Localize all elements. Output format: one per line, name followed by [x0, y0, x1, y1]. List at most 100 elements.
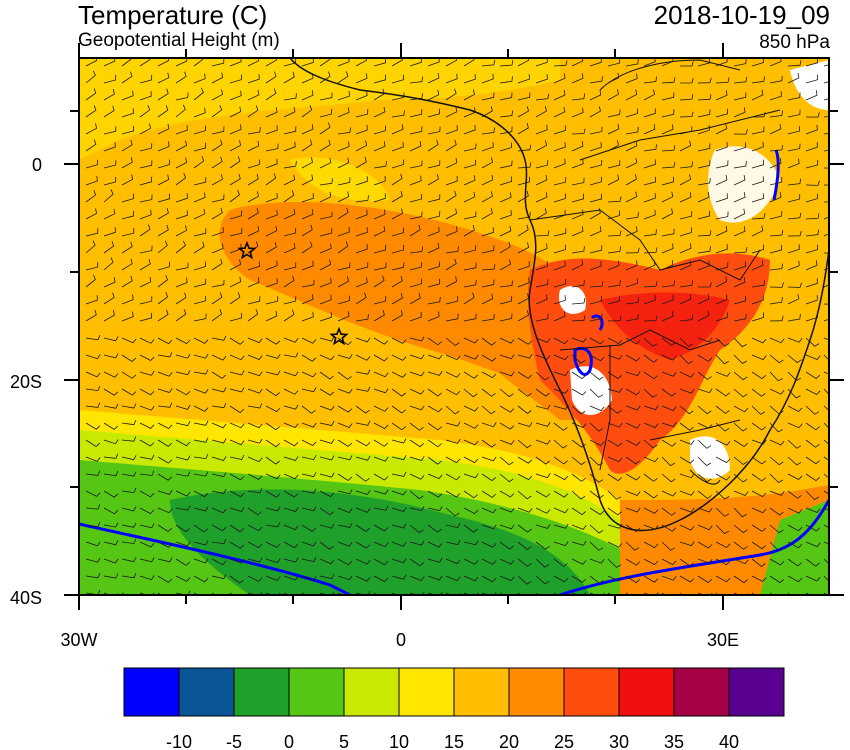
wind-barb [301, 157, 313, 169]
wind-barb [751, 295, 764, 305]
wind-barb [769, 282, 784, 288]
wind-barb [643, 108, 656, 118]
wind-barb [337, 489, 353, 495]
wind-barb [337, 207, 349, 220]
wind-barb [571, 280, 585, 288]
wind-barb [661, 405, 677, 411]
wind-barb [679, 280, 693, 288]
colorbar-label: 15 [444, 732, 464, 750]
wind-barb [211, 309, 223, 322]
wind-barb [211, 524, 227, 532]
wind-barb [463, 490, 478, 499]
wind-barb [499, 225, 512, 237]
wind-barb [139, 91, 152, 101]
wind-barb [535, 261, 548, 271]
wind-barb [787, 388, 801, 399]
wind-barb [697, 439, 712, 449]
colorbar-swatch [508, 667, 565, 717]
wind-barb [445, 276, 458, 288]
wind-barb [283, 524, 299, 531]
wind-barb [697, 558, 713, 564]
wind-barb [607, 246, 621, 254]
wind-barb [751, 541, 767, 550]
wind-barb [103, 89, 115, 101]
wind-barb [409, 93, 423, 101]
wind-barb [265, 173, 277, 186]
wind-barb [463, 558, 479, 565]
wind-barb [319, 472, 335, 478]
wind-barb [517, 439, 532, 449]
wind-barb [625, 174, 637, 186]
wind-barb [211, 156, 223, 169]
wind-barb [607, 109, 621, 118]
wind-barb [229, 490, 245, 498]
wind-barb [607, 72, 620, 84]
wind-barb [157, 557, 173, 563]
wind-barb [751, 473, 766, 482]
wind-barb [247, 208, 259, 220]
wind-barb [553, 439, 568, 449]
wind-barb [391, 208, 404, 220]
wind-barb [157, 58, 170, 67]
wind-barb [481, 59, 496, 67]
wind-barb [121, 90, 134, 101]
wind-barb [661, 109, 675, 118]
wind-barb [139, 470, 155, 476]
wind-barb [247, 277, 260, 288]
wind-barb [589, 388, 604, 398]
wind-barb [553, 523, 569, 529]
wind-barb [535, 294, 548, 305]
wind-barb [445, 388, 461, 396]
wind-barb [85, 385, 101, 392]
wind-barb [265, 405, 281, 413]
wind-barb [301, 472, 317, 478]
wind-barb [823, 473, 829, 479]
wind-barb [319, 354, 335, 361]
wind-barb [751, 337, 767, 344]
colorbar-label: -10 [166, 732, 192, 750]
station-markers [237, 240, 349, 346]
wind-barb [805, 490, 819, 500]
wind-barb [445, 523, 461, 529]
wind-barb [175, 58, 188, 67]
wind-barb [643, 473, 658, 482]
wind-barb [121, 506, 137, 512]
wind-barb [499, 354, 515, 360]
star-marker-2 [329, 326, 349, 346]
wind-barb [463, 422, 479, 429]
wind-barb [463, 388, 478, 398]
wind-barb [517, 58, 530, 67]
wind-barb [85, 175, 98, 186]
wind-barb [643, 371, 658, 380]
wind-barb [625, 157, 638, 169]
wind-barb [625, 191, 638, 203]
wind-barb [787, 371, 801, 381]
colorbar-label: 10 [389, 732, 409, 750]
wind-barb [193, 490, 209, 498]
wind-barb [607, 387, 623, 393]
wind-barb [733, 208, 746, 220]
wind-barb [805, 558, 820, 567]
wind-barb [121, 403, 137, 409]
wind-barb [625, 541, 640, 551]
wind-barb [751, 575, 767, 582]
wind-barb [463, 313, 477, 322]
wind-barb [571, 507, 587, 516]
wind-barb [265, 88, 277, 101]
wind-barb [211, 279, 225, 288]
wind-barb [517, 261, 530, 271]
wind-barb [589, 193, 602, 203]
wind-barb [571, 558, 587, 565]
wind-barb [427, 73, 440, 84]
wind-barb [643, 388, 658, 398]
wind-barb [103, 160, 117, 169]
wind-barb [283, 473, 299, 480]
wind-barb [391, 523, 407, 529]
wind-barb [733, 247, 748, 254]
wind-barb [823, 318, 829, 322]
wind-barb [823, 81, 829, 84]
wind-barb [301, 354, 317, 362]
wind-barb [283, 262, 297, 271]
wind-barb [427, 541, 443, 548]
wind-barb [607, 89, 619, 101]
